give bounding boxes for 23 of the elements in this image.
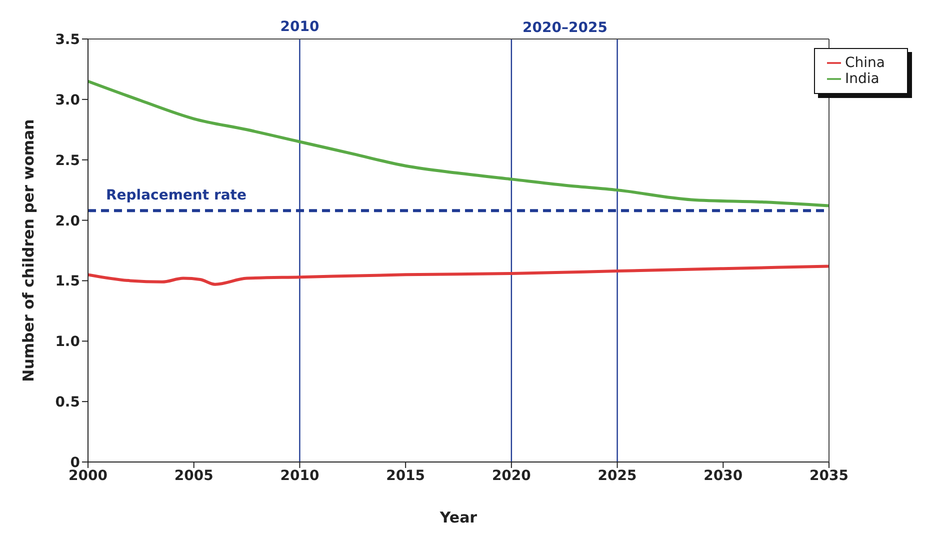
y-tick-label: 3.5 [55, 32, 80, 48]
line-series [88, 80, 829, 208]
x-tick-label: 2010 [280, 468, 320, 484]
y-tick-label: 0.5 [55, 394, 80, 411]
line-series [88, 264, 829, 286]
ref-line-label: Replacement rate [106, 188, 246, 204]
x-tick-label: 2035 [810, 468, 848, 484]
x-tick-label: 2025 [598, 468, 637, 484]
y-tick-label: 3.0 [55, 92, 80, 108]
y-axis-title: Number of children per woman [19, 119, 38, 382]
legend-label: China [845, 55, 885, 71]
y-tick-label: 2.5 [55, 152, 80, 169]
x-tick-label: 2020 [492, 468, 532, 484]
text: 2020–2025 [522, 20, 608, 36]
y-tick-label: 2.0 [55, 213, 80, 230]
x-tick-label: 2005 [174, 468, 214, 484]
x-tick-label: 2015 [386, 468, 426, 484]
y-tick-label: 1.0 [55, 334, 80, 350]
ref-line-label: 2010 [280, 19, 320, 35]
x-tick-label: 2030 [704, 468, 743, 484]
y-tick-label: 1.5 [55, 274, 80, 290]
legend-label: India [845, 71, 880, 87]
x-axis-title: Year [438, 508, 478, 527]
